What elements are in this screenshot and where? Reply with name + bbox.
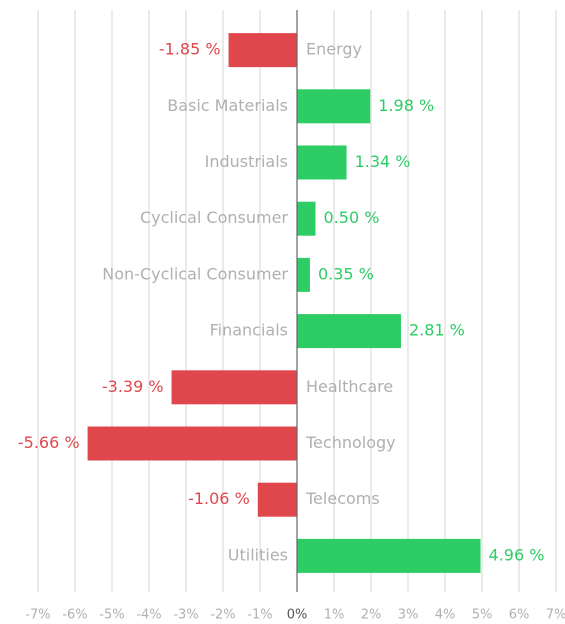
x-tick-label: 5% <box>472 608 493 623</box>
bar <box>257 482 297 517</box>
value-label: 2.81 % <box>409 321 465 340</box>
x-tick-label: -3% <box>173 608 198 623</box>
x-tick-label: 2% <box>361 608 382 623</box>
x-tick-label: 0% <box>287 608 308 623</box>
value-label: -3.39 % <box>102 377 164 396</box>
bar <box>297 201 316 236</box>
x-tick-label: -2% <box>210 608 235 623</box>
x-tick-label: -4% <box>136 608 161 623</box>
x-tick-label: 4% <box>435 608 456 623</box>
category-label: Non-Cyclical Consumer <box>102 264 288 283</box>
x-tick-label: -1% <box>247 608 272 623</box>
category-label: Energy <box>306 40 362 59</box>
bar <box>228 33 297 68</box>
value-label: -1.85 % <box>159 40 221 59</box>
x-tick-label: 7% <box>546 608 565 623</box>
x-tick-label: 1% <box>324 608 345 623</box>
value-label: -5.66 % <box>18 433 80 452</box>
x-tick-label: 6% <box>509 608 530 623</box>
category-label: Cyclical Consumer <box>140 208 288 227</box>
bar <box>297 257 310 292</box>
bar <box>297 145 347 180</box>
category-label: Industrials <box>205 152 288 171</box>
value-label: 1.98 % <box>378 96 434 115</box>
bar <box>297 89 371 124</box>
value-label: 4.96 % <box>489 545 545 564</box>
x-tick-label: -6% <box>62 608 87 623</box>
x-tick-label: -5% <box>99 608 124 623</box>
category-label: Technology <box>305 433 396 452</box>
value-label: 0.35 % <box>318 264 374 283</box>
category-label: Financials <box>210 321 288 340</box>
bar <box>87 426 297 461</box>
value-label: 0.50 % <box>324 208 380 227</box>
category-label: Basic Materials <box>167 96 288 115</box>
value-label: 1.34 % <box>355 152 411 171</box>
category-label: Utilities <box>228 545 288 564</box>
bar <box>171 370 297 405</box>
bar <box>297 314 401 349</box>
category-label: Telecoms <box>305 489 380 508</box>
value-label: -1.06 % <box>188 489 250 508</box>
x-tick-label: -7% <box>25 608 50 623</box>
x-tick-label: 3% <box>398 608 419 623</box>
category-label: Healthcare <box>306 377 393 396</box>
bar <box>297 538 481 573</box>
